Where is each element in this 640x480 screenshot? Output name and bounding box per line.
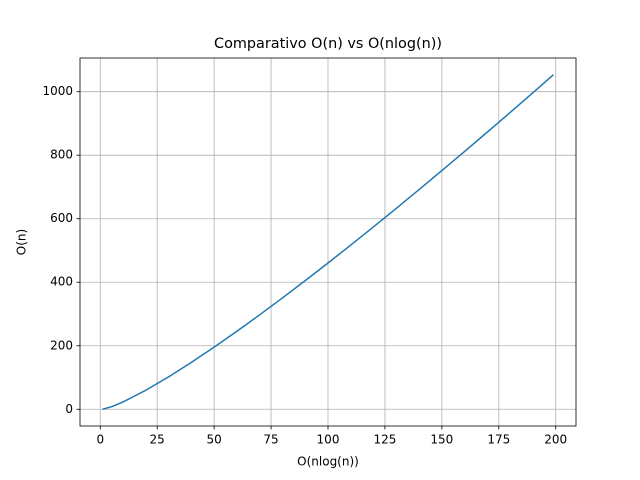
y-tick-label: 800	[50, 148, 73, 162]
x-tick-label: 0	[96, 433, 104, 447]
y-axis-label: O(n)	[15, 229, 29, 255]
x-tick-label: 75	[263, 433, 278, 447]
x-tick-label: 50	[206, 433, 221, 447]
x-axis-label: O(nlog(n))	[297, 455, 359, 469]
plot-frame	[79, 57, 577, 427]
line-series	[102, 74, 554, 410]
y-tick-label: 200	[50, 338, 73, 352]
x-tick-label: 100	[317, 433, 340, 447]
y-tick-label: 0	[65, 402, 73, 416]
x-tick-label: 200	[544, 433, 567, 447]
y-tick-label: 600	[50, 211, 73, 225]
x-tick-label: 125	[373, 433, 396, 447]
x-tick-label: 25	[150, 433, 165, 447]
y-tick-label: 1000	[42, 84, 73, 98]
y-tick-label: 400	[50, 275, 73, 289]
x-tick-label: 175	[487, 433, 510, 447]
x-tick-label: 150	[430, 433, 453, 447]
chart-title: Comparativo O(n) vs O(nlog(n))	[214, 36, 442, 52]
